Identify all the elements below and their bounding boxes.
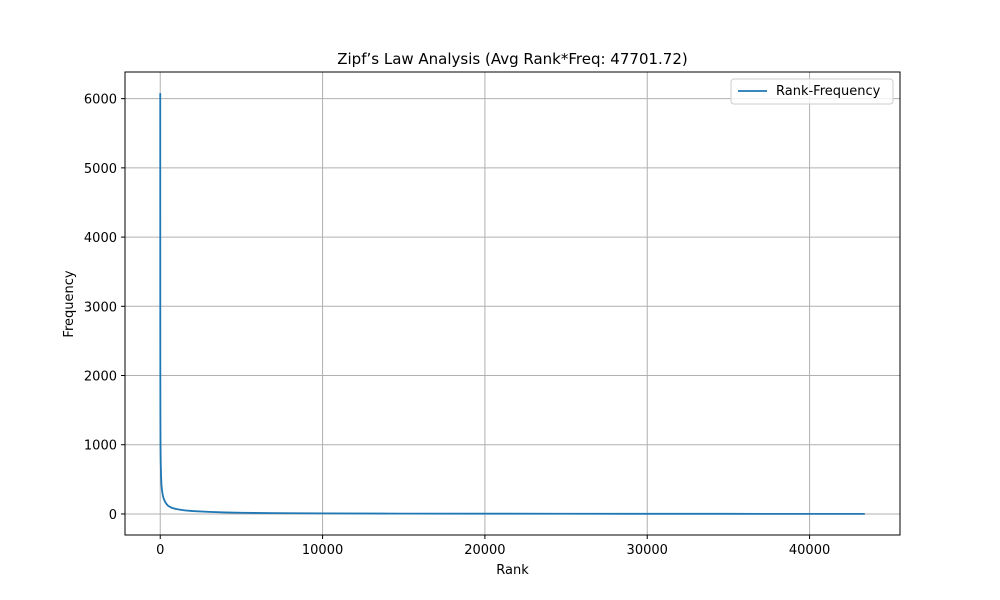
y-tick-label: 2000 — [84, 370, 117, 385]
x-tick-label: 30000 — [627, 543, 668, 558]
series-layer — [159, 93, 865, 515]
y-tick-label: 3000 — [84, 300, 117, 315]
legend-label: Rank-Frequency — [776, 84, 881, 99]
y-tick-label: 1000 — [84, 439, 117, 454]
y-tick-label: 6000 — [84, 93, 117, 108]
x-tick-label: 20000 — [464, 543, 505, 558]
x-tick-label: 40000 — [789, 543, 830, 558]
legend: Rank-Frequency — [730, 78, 894, 105]
x-tick-label: 0 — [156, 543, 164, 558]
chart-title: Zipf’s Law Analysis (Avg Rank*Freq: 4770… — [337, 50, 688, 68]
legend-box — [730, 78, 894, 105]
grid-layer — [125, 72, 900, 535]
y-tick-label: 4000 — [84, 231, 117, 246]
plot-frame — [124, 71, 901, 536]
y-axis-label: Frequency — [62, 270, 77, 337]
series-line-0 — [159, 93, 865, 515]
x-axis-label: Rank — [496, 563, 529, 578]
y-tick-label: 0 — [109, 508, 117, 523]
y-tick-label: 5000 — [84, 162, 117, 177]
x-tick-label: 10000 — [302, 543, 343, 558]
ticks-layer: 0 10000 20000 30000 40000 0 1000 2000 3000 4000 50… — [84, 93, 830, 558]
